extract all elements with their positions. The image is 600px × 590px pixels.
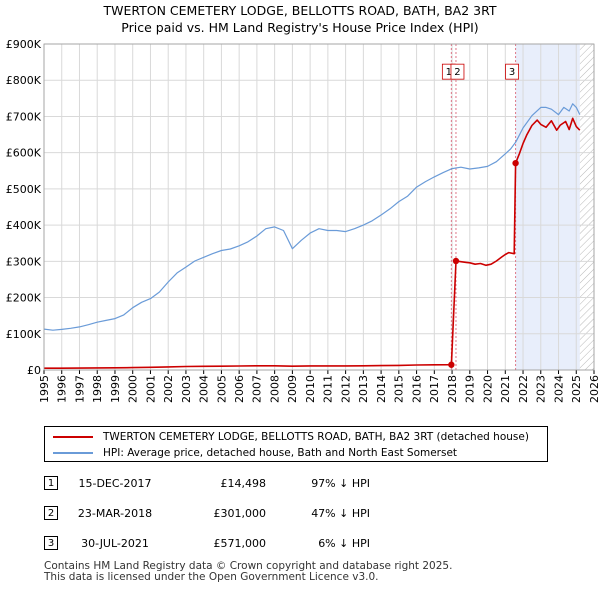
sale-hpi-diff: 47% ↓ HPI bbox=[311, 507, 370, 520]
x-tick-label: 1995 bbox=[38, 375, 51, 403]
plot-frame bbox=[43, 43, 595, 371]
x-tick-label: 2017 bbox=[428, 375, 441, 403]
x-tick-label: 2014 bbox=[375, 375, 388, 403]
sale-price: £571,000 bbox=[213, 537, 267, 550]
sale-price: £14,498 bbox=[220, 477, 267, 490]
sale-marker-text: 2 bbox=[454, 67, 460, 78]
x-tick-label: 1998 bbox=[91, 375, 104, 403]
y-tick-label: £600K bbox=[6, 147, 42, 160]
y-tick-label: £400K bbox=[6, 219, 42, 232]
x-tick-label: 2012 bbox=[339, 375, 352, 403]
forecast-hatch-region bbox=[579, 44, 594, 370]
x-tick-label: 2022 bbox=[517, 375, 530, 403]
x-tick-label: 2003 bbox=[180, 375, 193, 403]
y-tick-label: £100K bbox=[6, 328, 42, 341]
x-tick-label: 2024 bbox=[552, 375, 565, 403]
x-tick-label: 2011 bbox=[322, 375, 335, 403]
sale-hpi-diff: 97% ↓ HPI bbox=[311, 477, 370, 490]
sale-row: 1 15-DEC-2017 £14,498 97% ↓ HPI bbox=[0, 474, 600, 494]
footer-copyright: Contains HM Land Registry data © Crown c… bbox=[44, 560, 453, 572]
y-tick-label: £800K bbox=[6, 74, 42, 87]
sale-marker-label: 2 bbox=[450, 63, 465, 80]
x-tick-label: 2008 bbox=[268, 375, 281, 403]
sale-marker-text: 3 bbox=[509, 67, 515, 78]
legend-swatch-hpi bbox=[53, 452, 93, 454]
y-tick-label: £700K bbox=[6, 110, 42, 123]
x-tick-label: 2018 bbox=[446, 375, 459, 403]
sale-marker-label: 3 bbox=[505, 63, 519, 80]
chart-title-block: TWERTON CEMETERY LODGE, BELLOTTS ROAD, B… bbox=[0, 2, 600, 36]
legend-label-hpi: HPI: Average price, detached house, Bath… bbox=[103, 447, 458, 459]
x-tick-label: 2015 bbox=[393, 375, 406, 403]
x-tick-label: 2006 bbox=[233, 375, 246, 403]
sale-price: £301,000 bbox=[213, 507, 267, 520]
y-tick-label: £500K bbox=[6, 183, 42, 196]
sale-marker-box bbox=[450, 63, 465, 80]
x-tick-label: 1997 bbox=[73, 375, 86, 403]
y-tick-label: £900K bbox=[6, 38, 42, 51]
x-tick-label: 2007 bbox=[251, 375, 264, 403]
sale-row: 3 30-JUL-2021 £571,000 6% ↓ HPI bbox=[0, 534, 600, 554]
sale-date: 30-JUL-2021 bbox=[81, 537, 149, 550]
x-tick-label: 2019 bbox=[464, 375, 477, 403]
hpi-line bbox=[43, 103, 581, 331]
sale-marker-box bbox=[505, 63, 519, 80]
x-tick-label: 2010 bbox=[304, 375, 317, 403]
sale-row: 2 23-MAR-2018 £301,000 47% ↓ HPI bbox=[0, 504, 600, 524]
x-tick-label: 2023 bbox=[535, 375, 548, 403]
sale-hpi-diff: 6% ↓ HPI bbox=[318, 537, 370, 550]
post-sale-shaded-region bbox=[515, 44, 580, 370]
x-tick-label: 2016 bbox=[410, 375, 423, 403]
chart-subtitle: Price paid vs. HM Land Registry's House … bbox=[121, 20, 479, 35]
x-tick-label: 2009 bbox=[286, 375, 299, 403]
legend-swatch-property bbox=[53, 436, 93, 438]
x-tick-label: 2026 bbox=[588, 375, 600, 403]
sale-point bbox=[512, 159, 519, 167]
x-tick-label: 2005 bbox=[215, 375, 228, 403]
x-tick-label: 1996 bbox=[56, 375, 69, 403]
y-tick-label: £200K bbox=[6, 292, 42, 305]
x-tick-label: 2025 bbox=[570, 375, 583, 403]
sale-number-badge: 2 bbox=[44, 506, 58, 520]
x-tick-label: 2000 bbox=[127, 375, 140, 403]
x-tick-label: 2004 bbox=[198, 375, 211, 403]
footer: Contains HM Land Registry data © Crown c… bbox=[44, 561, 452, 583]
footer-licence: This data is licensed under the Open Gov… bbox=[44, 571, 379, 583]
x-tick-label: 2001 bbox=[144, 375, 157, 403]
sale-date: 23-MAR-2018 bbox=[77, 507, 153, 520]
x-tick-label: 1999 bbox=[109, 375, 122, 403]
y-tick-label: £300K bbox=[6, 255, 42, 268]
x-tick-label: 2021 bbox=[499, 375, 512, 403]
chart-title: TWERTON CEMETERY LODGE, BELLOTTS ROAD, B… bbox=[103, 3, 497, 18]
y-tick-label: £0 bbox=[27, 364, 41, 377]
sale-point bbox=[452, 257, 460, 265]
legend-label-property: TWERTON CEMETERY LODGE, BELLOTTS ROAD, B… bbox=[103, 431, 529, 443]
sale-marker-text: 1 bbox=[446, 67, 452, 78]
x-tick-label: 2013 bbox=[357, 375, 370, 403]
x-tick-label: 2020 bbox=[481, 375, 494, 403]
sale-number-badge: 1 bbox=[44, 476, 58, 490]
property-price-line bbox=[44, 117, 581, 369]
x-tick-label: 2002 bbox=[162, 375, 175, 403]
sale-point bbox=[448, 361, 455, 368]
legend: TWERTON CEMETERY LODGE, BELLOTTS ROAD, B… bbox=[44, 426, 548, 462]
sale-date: 15-DEC-2017 bbox=[78, 477, 152, 490]
sale-number-badge: 3 bbox=[44, 536, 58, 550]
